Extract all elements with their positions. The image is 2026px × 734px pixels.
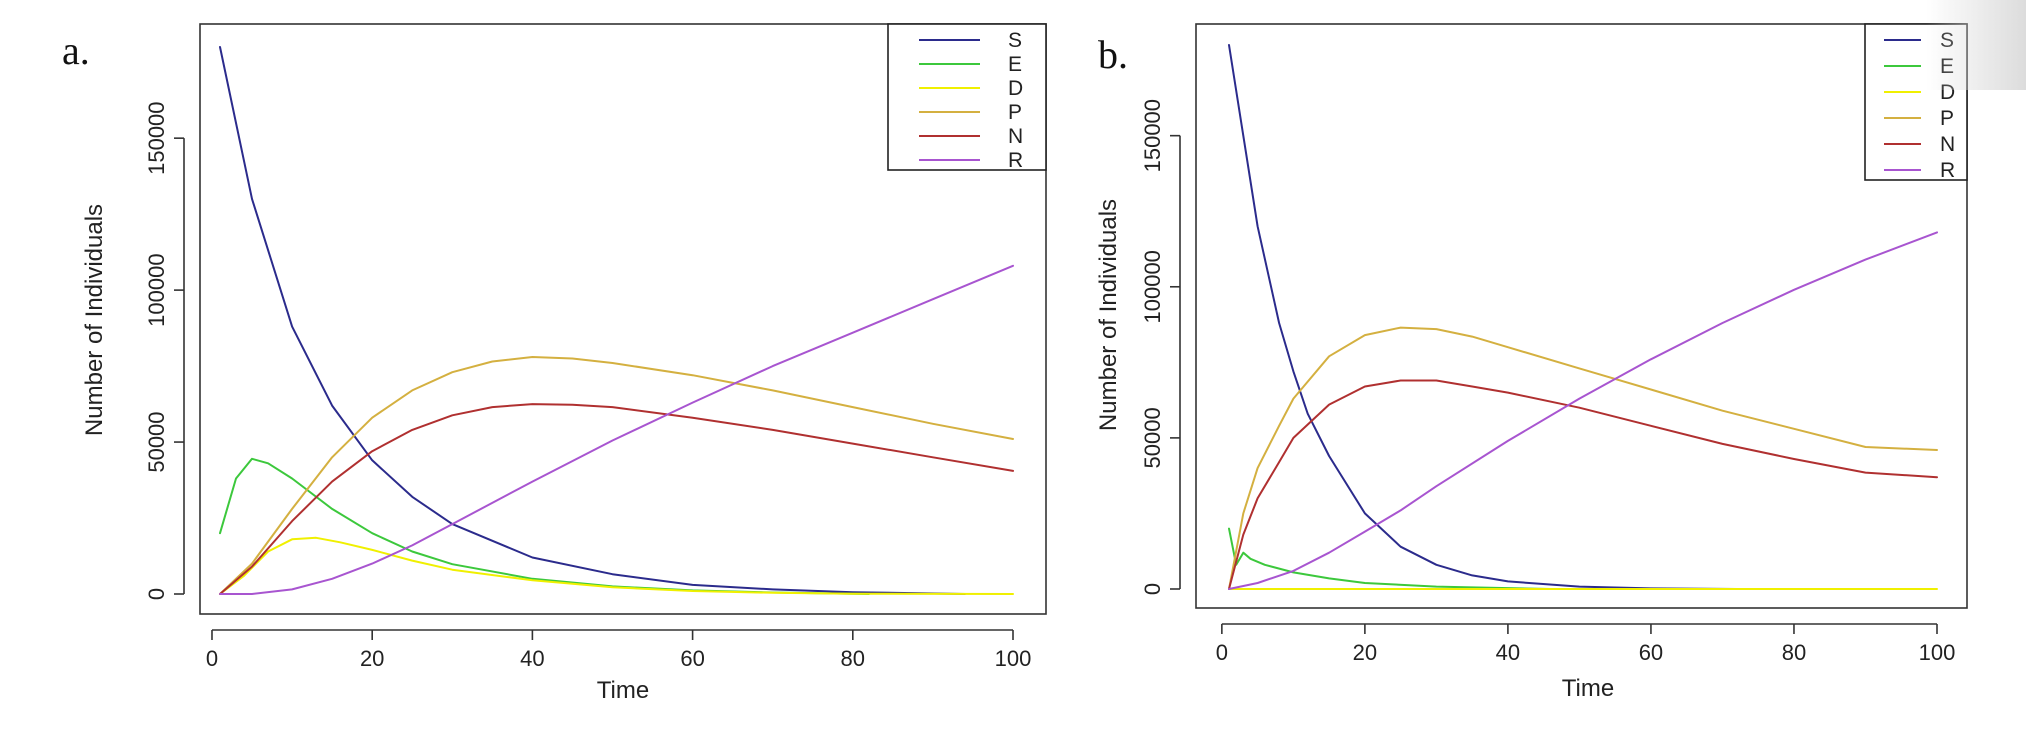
plot-frame	[1195, 23, 1968, 609]
y-axis-title: Number of Individuals	[1095, 199, 1122, 431]
y-tick-label: 150000	[1140, 99, 1165, 172]
series-line-e	[219, 457, 870, 595]
legend-label: P	[1940, 107, 1954, 130]
y-tick-label: 0	[144, 588, 169, 600]
legend-label: N	[1940, 133, 1955, 156]
x-tick-label: 0	[1216, 640, 1228, 665]
series-line-d	[219, 536, 1014, 595]
y-tick-label: 150000	[144, 101, 169, 174]
y-tick-label: 50000	[1140, 407, 1165, 468]
legend-label: P	[1008, 101, 1022, 124]
x-axis-title: Time	[597, 677, 649, 704]
series-line-r	[1228, 231, 1938, 590]
x-tick-label: 20	[360, 646, 384, 671]
chart-panel-a: a. 0 20 40 60 80 100 0 50000 100000 150000 Time Numb…	[62, 23, 1047, 704]
legend-item-n: N	[1884, 133, 1955, 156]
x-tick-label: 80	[1782, 640, 1806, 665]
legend-item-d: D	[919, 77, 1023, 100]
legend-label: N	[1008, 125, 1023, 148]
legend-item-s: S	[919, 29, 1022, 52]
y-axis-title: Number of Individuals	[81, 204, 108, 436]
legend-item-r: R	[1884, 159, 1955, 182]
x-axis-title: Time	[1562, 675, 1614, 702]
legend-label: E	[1008, 53, 1022, 76]
x-tick-label: 100	[995, 646, 1032, 671]
x-tick-label: 20	[1353, 640, 1377, 665]
corner-shading	[1926, 0, 2026, 90]
x-tick-label: 40	[520, 646, 544, 671]
legend-item-r: R	[919, 149, 1023, 172]
series-line-n	[219, 403, 1014, 595]
legend-item-p: P	[1884, 107, 1954, 130]
y-tick-label: 50000	[144, 411, 169, 472]
legend-box	[887, 23, 1047, 171]
series-line-s	[219, 46, 966, 595]
series-line-r	[219, 264, 1014, 595]
series-line-s	[1228, 44, 1738, 590]
legend-label: D	[1008, 77, 1023, 100]
series-line-e	[1228, 527, 1552, 590]
series-line-p	[1228, 326, 1938, 590]
x-tick-label: 60	[1639, 640, 1663, 665]
legend-label: R	[1008, 149, 1023, 172]
legend-label: S	[1008, 29, 1022, 52]
x-tick-label: 100	[1919, 640, 1956, 665]
series-line-p	[219, 356, 1014, 595]
legend-item-e: E	[919, 53, 1022, 76]
x-tick-label: 0	[206, 646, 218, 671]
x-tick-label: 80	[841, 646, 865, 671]
legend-item-n: N	[919, 125, 1023, 148]
series-line-n	[1228, 379, 1938, 590]
panel-label: a.	[62, 28, 90, 73]
legend-label: R	[1940, 159, 1955, 182]
chart-panel-b: b. 0 20 40 60 80 100 0 50000 100000 150000 Time Numb…	[1095, 23, 1968, 702]
legend-item-p: P	[919, 101, 1022, 124]
panel-label: b.	[1098, 32, 1128, 77]
y-tick-label: 100000	[1140, 250, 1165, 323]
y-tick-label: 100000	[144, 253, 169, 326]
x-tick-label: 40	[1496, 640, 1520, 665]
plot-frame	[199, 23, 1047, 615]
x-tick-label: 60	[680, 646, 704, 671]
y-tick-label: 0	[1140, 583, 1165, 595]
